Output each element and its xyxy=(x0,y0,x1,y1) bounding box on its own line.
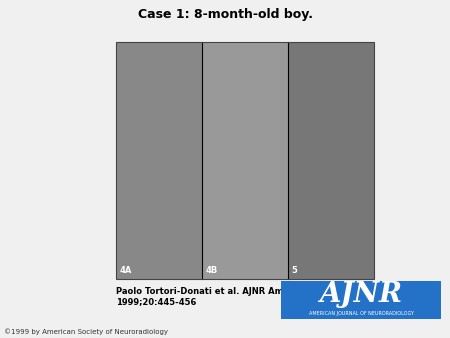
Bar xyxy=(281,281,441,319)
Bar xyxy=(116,42,374,279)
Text: 4A: 4A xyxy=(120,266,132,275)
Text: AMERICAN JOURNAL OF NEURORADIOLOGY: AMERICAN JOURNAL OF NEURORADIOLOGY xyxy=(309,311,414,316)
Text: AJNR: AJNR xyxy=(320,281,403,308)
Bar xyxy=(116,42,202,279)
Text: 4B: 4B xyxy=(205,266,218,275)
Text: ©1999 by American Society of Neuroradiology: ©1999 by American Society of Neuroradiol… xyxy=(4,328,168,335)
Text: 1999;20:445-456: 1999;20:445-456 xyxy=(116,297,197,306)
Text: Paolo Tortori-Donati et al. AJNR Am J Neuroradiol: Paolo Tortori-Donati et al. AJNR Am J Ne… xyxy=(116,287,348,296)
Bar xyxy=(288,42,374,279)
Bar xyxy=(202,42,288,279)
Text: 5: 5 xyxy=(291,266,297,275)
Text: Case 1: 8-month-old boy.: Case 1: 8-month-old boy. xyxy=(138,8,312,21)
